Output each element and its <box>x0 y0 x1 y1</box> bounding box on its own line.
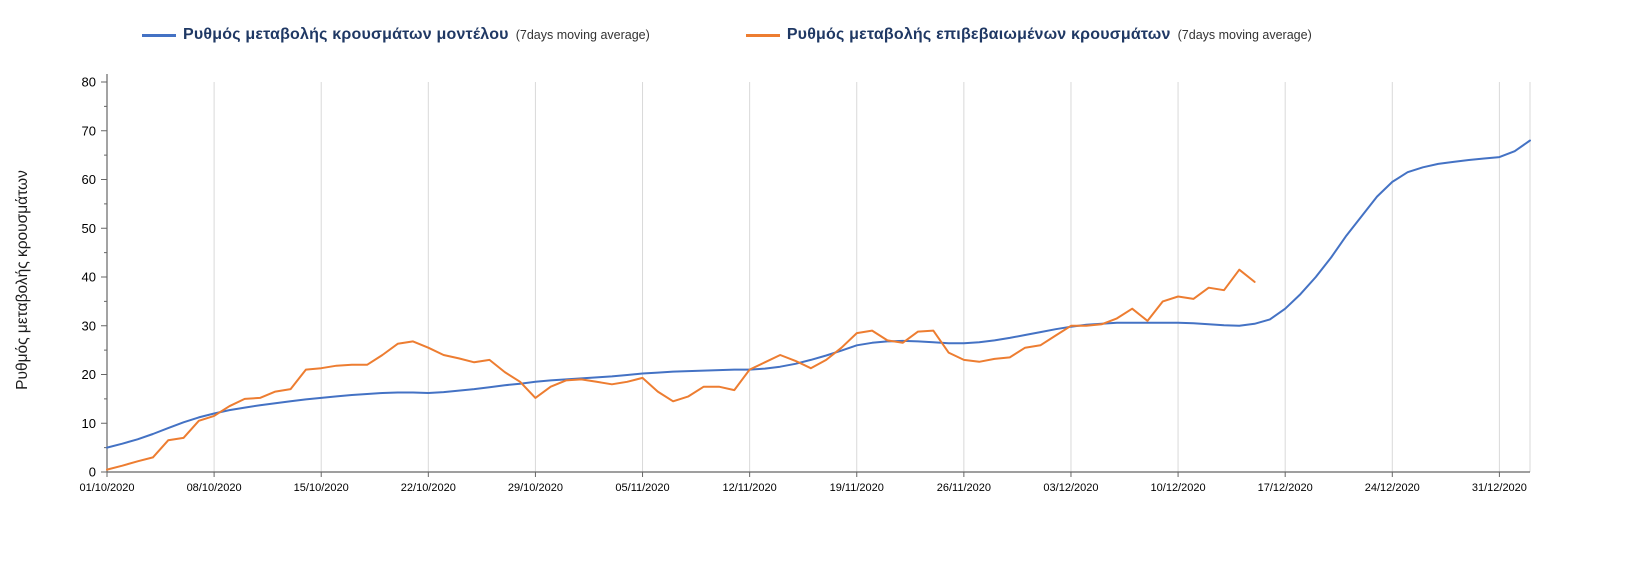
x-tick-label: 24/12/2020 <box>1365 482 1420 494</box>
x-tick-label: 12/11/2020 <box>723 482 777 494</box>
legend-label-model: Ρυθμός μεταβολής κρουσμάτων μοντέλου <box>183 26 509 43</box>
legend-item-confirmed: Ρυθμός μεταβολής επιβεβαιωμένων κρουσμάτ… <box>745 26 1312 44</box>
series-line-1 <box>106 268 1256 471</box>
legend-line-swatch-model <box>142 33 176 37</box>
x-tick-label: 19/11/2020 <box>830 482 884 494</box>
legend-item-model: Ρυθμός μεταβολής κρουσμάτων μοντέλου (7d… <box>142 26 650 44</box>
y-tick-label: 0 <box>89 465 96 480</box>
y-tick-label: 10 <box>82 416 96 431</box>
x-tick-label: 15/10/2020 <box>294 482 349 494</box>
x-tick-label: 31/12/2020 <box>1472 482 1527 494</box>
x-tick-label: 17/12/2020 <box>1258 482 1313 494</box>
y-tick-label: 40 <box>82 270 96 285</box>
x-tick-label: 10/12/2020 <box>1151 482 1206 494</box>
y-tick-label: 20 <box>82 367 96 382</box>
legend-label-confirmed: Ρυθμός μεταβολής επιβεβαιωμένων κρουσμάτ… <box>786 26 1171 43</box>
legend-sublabel-model: (7days moving average) <box>515 28 650 42</box>
x-tick-label: 08/10/2020 <box>187 482 242 494</box>
y-tick-label: 70 <box>82 123 96 138</box>
y-tick-label: 30 <box>82 318 96 333</box>
legend-sublabel-confirmed: (7days moving average) <box>1177 28 1312 42</box>
x-tick-label: 22/10/2020 <box>401 482 456 494</box>
x-tick-label: 03/12/2020 <box>1043 482 1098 494</box>
x-tick-label: 29/10/2020 <box>508 482 563 494</box>
chart-plot-area: 01/10/2020 08/10/2020 15/10/2020 22/10/2020… <box>79 74 1531 494</box>
legend-line-swatch-confirmed <box>745 33 780 37</box>
y-tick-label: 60 <box>82 172 96 187</box>
x-tick-label: 26/11/2020 <box>937 482 991 494</box>
y-tick-label: 50 <box>82 221 96 236</box>
x-tick-label: 05/11/2020 <box>615 482 669 494</box>
chart-legend: Ρυθμός μεταβολής κρουσμάτων μοντέλου (7d… <box>142 26 1312 44</box>
x-tick-label: 01/10/2020 <box>79 482 134 494</box>
y-tick-label: 80 <box>82 75 96 90</box>
series-line-0 <box>106 139 1531 449</box>
